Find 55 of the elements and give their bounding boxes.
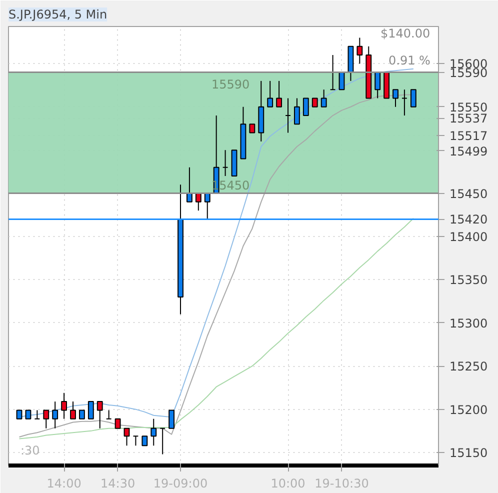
annotation: 15590 bbox=[212, 78, 250, 92]
annotation: $140.00 bbox=[380, 26, 430, 40]
y-tick-label: 15200 bbox=[450, 402, 488, 417]
candlestick bbox=[204, 192, 210, 220]
candlestick bbox=[330, 54, 336, 90]
candlestick bbox=[106, 410, 112, 420]
annotation: :30 bbox=[20, 444, 40, 458]
y-tick-label: 15150 bbox=[450, 446, 488, 460]
candlestick bbox=[285, 98, 291, 134]
x-tick-label: 14:00 bbox=[46, 476, 82, 490]
x-tick-label: 19-09:00 bbox=[153, 476, 208, 490]
candlestick bbox=[96, 401, 103, 429]
chart-title: S.JP.J6954, 5 Min bbox=[8, 8, 108, 22]
candlestick bbox=[392, 89, 398, 108]
candlestick bbox=[276, 80, 282, 108]
candlestick bbox=[267, 80, 274, 108]
y-tick-label: 15350 bbox=[450, 273, 488, 288]
candlestick bbox=[43, 410, 50, 429]
y-tick-label: 15517 bbox=[450, 128, 488, 143]
x-tick-label: 19-10:30 bbox=[314, 476, 369, 490]
y-tick-label: 15550 bbox=[450, 100, 488, 114]
candlestick bbox=[401, 89, 408, 116]
y-tick-label: 15300 bbox=[450, 316, 488, 330]
candlestick bbox=[114, 418, 121, 429]
candlestick bbox=[294, 98, 300, 125]
y-tick-label: 15400 bbox=[450, 230, 488, 244]
candlestick bbox=[142, 436, 148, 446]
y-tick-label: 15499 bbox=[450, 144, 488, 158]
candlestick bbox=[34, 410, 40, 420]
x-tick-label: 10:00 bbox=[270, 476, 306, 490]
candlestick bbox=[168, 410, 175, 429]
y-tick-label: 15250 bbox=[450, 360, 488, 374]
candlestick bbox=[186, 166, 192, 202]
candlestick bbox=[222, 150, 228, 176]
candlestick bbox=[124, 428, 130, 446]
candlestick bbox=[150, 418, 157, 446]
candlestick bbox=[160, 428, 166, 455]
candlestick bbox=[88, 401, 94, 420]
line-series bbox=[18, 218, 414, 440]
ref-line-label: 15420 bbox=[450, 212, 488, 227]
candlestick bbox=[61, 392, 68, 420]
candlestick bbox=[52, 401, 58, 429]
ref-line-label: 15450 bbox=[450, 186, 488, 201]
candlestick bbox=[195, 192, 202, 212]
y-tick-label: 15537 bbox=[450, 112, 488, 126]
candlestick bbox=[374, 72, 381, 99]
candlestick bbox=[338, 72, 345, 90]
candlestick bbox=[302, 98, 309, 116]
candlestick bbox=[410, 89, 416, 108]
candlestick bbox=[320, 89, 327, 108]
annotation: 0.91 % bbox=[388, 54, 430, 68]
candlestick bbox=[70, 401, 76, 420]
candlestick bbox=[356, 37, 363, 64]
x-tick-label: 14:30 bbox=[100, 476, 136, 490]
candlestick bbox=[132, 436, 139, 446]
